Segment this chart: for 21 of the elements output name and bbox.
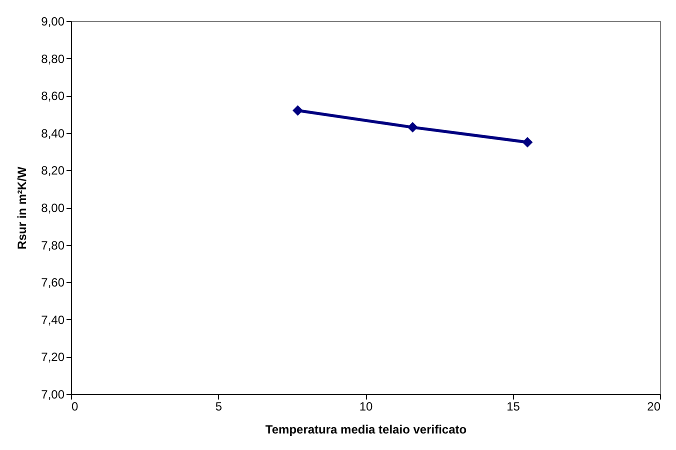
y-tick-label: 7,60 [41, 276, 65, 290]
y-tick-label: 8,80 [41, 52, 65, 66]
x-tick-label: 15 [506, 400, 520, 414]
y-tick-label: 7,80 [41, 238, 65, 252]
x-axis-title: Temperatura media telaio verificato [265, 422, 467, 436]
y-axis-title: Rsur in m²K/W [15, 166, 30, 250]
y-tick-label: 8,20 [41, 164, 65, 178]
point [292, 105, 304, 116]
y-tick-label: 8,60 [41, 89, 65, 104]
y-tick-label: 7,00 [41, 388, 65, 402]
x-tick-label: 20 [647, 400, 661, 414]
x-tick-label: 10 [359, 400, 373, 414]
point [522, 136, 533, 148]
x-tick-label: 5 [215, 400, 222, 414]
x-tick-label: 0 [72, 400, 78, 414]
y-tick-label: 7,40 [41, 312, 65, 327]
y-tick-label: 8,00 [41, 201, 65, 215]
y-tick-label: 8,40 [41, 126, 65, 140]
point [407, 122, 418, 133]
y-tick-label: 7,20 [41, 350, 65, 364]
y-tick-label: 9,00 [41, 14, 65, 28]
